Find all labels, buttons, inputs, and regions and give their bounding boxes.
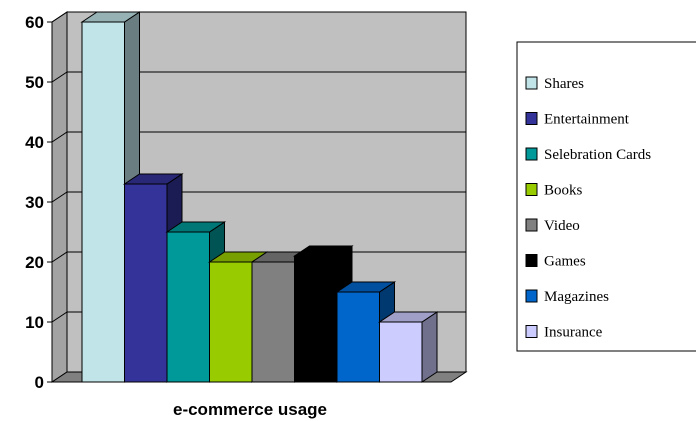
legend-label: Entertainment bbox=[544, 112, 630, 128]
bar-front bbox=[379, 321, 423, 383]
legend-swatch bbox=[525, 325, 538, 338]
y-tick-label: 50 bbox=[25, 73, 44, 92]
legend-label: Games bbox=[544, 254, 586, 270]
legend-label: Books bbox=[544, 183, 583, 199]
bar-side bbox=[421, 311, 438, 383]
legend-label: Insurance bbox=[544, 325, 603, 341]
gridline bbox=[51, 11, 68, 23]
gridline bbox=[51, 251, 68, 263]
bars bbox=[80, 11, 439, 383]
bar-insurance bbox=[377, 311, 439, 383]
gridline bbox=[51, 191, 68, 203]
y-tick-label: 20 bbox=[25, 253, 44, 272]
legend: Shares Entertainment Selebration Cards Book… bbox=[516, 41, 696, 352]
legend-label: Video bbox=[544, 218, 580, 234]
legend-box bbox=[516, 41, 696, 352]
bar-front bbox=[124, 183, 168, 383]
y-tick-label: 30 bbox=[25, 193, 44, 212]
legend-label: Shares bbox=[544, 76, 584, 92]
legend-item: Games bbox=[525, 254, 586, 270]
legend-item: Video bbox=[525, 218, 580, 234]
bar-front bbox=[209, 261, 253, 383]
y-tick-label: 0 bbox=[35, 373, 44, 392]
gridline bbox=[51, 71, 68, 83]
bar-front bbox=[251, 261, 295, 383]
legend-item: Selebration Cards bbox=[525, 147, 651, 163]
x-axis-label: e-commerce usage bbox=[173, 400, 327, 419]
gridline bbox=[51, 131, 68, 143]
legend-item: Insurance bbox=[525, 325, 603, 341]
legend-label: Selebration Cards bbox=[544, 147, 651, 163]
bar-front bbox=[81, 21, 125, 383]
legend-item: Books bbox=[525, 183, 583, 199]
bar-front bbox=[336, 291, 380, 383]
legend-swatch bbox=[525, 112, 538, 125]
legend-label: Magazines bbox=[544, 289, 609, 305]
legend-swatch bbox=[525, 289, 538, 303]
legend-item: Entertainment bbox=[525, 112, 630, 128]
bar-front bbox=[166, 231, 210, 383]
gridline bbox=[51, 311, 68, 323]
legend-item: Shares bbox=[525, 76, 584, 92]
y-tick-label: 60 bbox=[25, 13, 44, 32]
legend-swatch bbox=[525, 218, 538, 232]
legend-swatch bbox=[525, 147, 538, 161]
legend-item: Magazines bbox=[525, 289, 609, 305]
legend-swatch bbox=[525, 254, 538, 267]
legend-swatch bbox=[525, 76, 538, 90]
y-tick-label: 10 bbox=[25, 313, 44, 332]
y-tick-label: 40 bbox=[25, 133, 44, 152]
legend-swatch bbox=[525, 183, 538, 196]
bar-front bbox=[294, 255, 338, 383]
